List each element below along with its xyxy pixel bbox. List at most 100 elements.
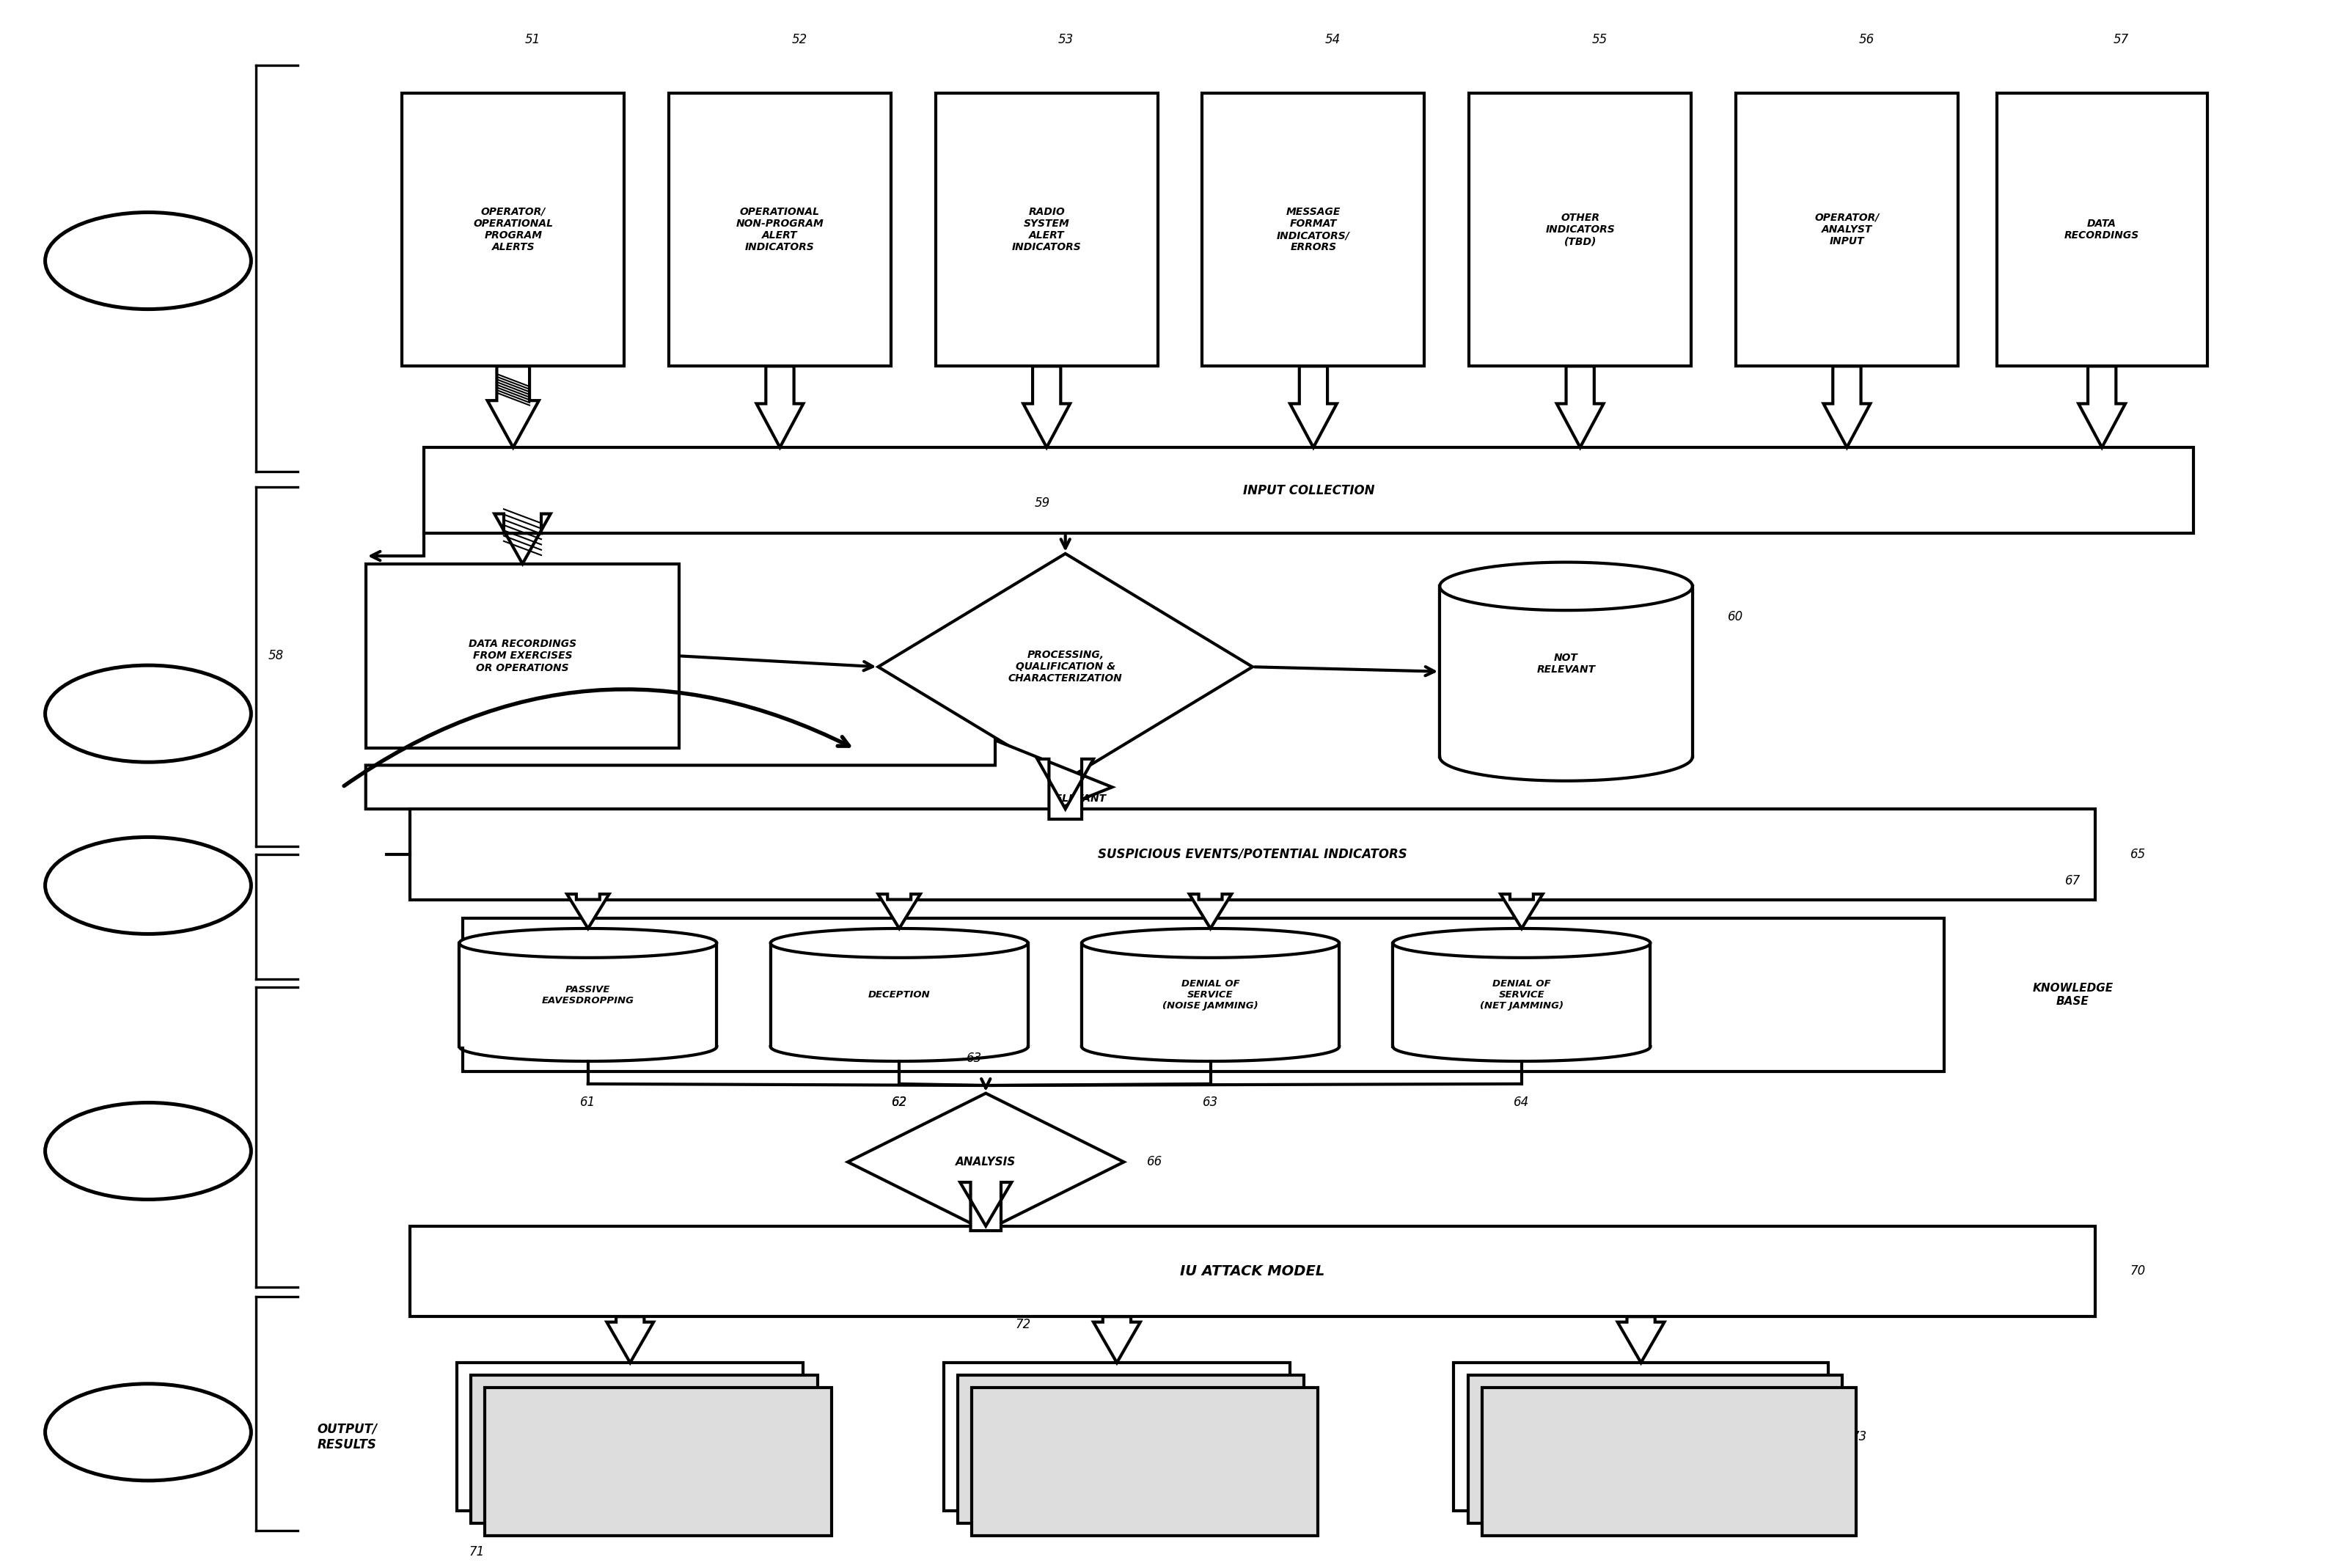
Text: 55: 55: [1593, 33, 1607, 45]
Polygon shape: [495, 514, 551, 564]
Bar: [943, 1363, 1290, 1512]
Polygon shape: [1501, 894, 1544, 928]
Ellipse shape: [45, 1102, 251, 1200]
Text: OTHER
INDICATORS
(TBD): OTHER INDICATORS (TBD): [1546, 213, 1614, 246]
Bar: [936, 93, 1159, 367]
Text: 60: 60: [1727, 610, 1743, 624]
Text: 56: 56: [1858, 33, 1874, 45]
Bar: [457, 1363, 802, 1512]
Bar: [1394, 942, 1649, 1046]
Text: DATA RECORDINGS
FROM EXERCISES
OR OPERATIONS: DATA RECORDINGS FROM EXERCISES OR OPERAT…: [469, 638, 577, 673]
Polygon shape: [1093, 1317, 1140, 1363]
Polygon shape: [847, 1093, 1124, 1231]
Polygon shape: [1823, 367, 1870, 447]
Polygon shape: [1023, 367, 1070, 447]
Bar: [1736, 93, 1959, 367]
Bar: [401, 93, 624, 367]
Polygon shape: [1558, 367, 1605, 447]
Bar: [1483, 1388, 1856, 1537]
Polygon shape: [366, 740, 1112, 834]
Bar: [1469, 1375, 1842, 1524]
Bar: [1440, 586, 1691, 757]
Text: SIGNATURES &
ASSOCIATIONS: SIGNATURES & ASSOCIATIONS: [1074, 1425, 1159, 1447]
Text: 64: 64: [1513, 1096, 1530, 1109]
Text: STEP 5: STEP 5: [122, 1425, 174, 1439]
Text: DENIAL OF
SERVICE
(NET JAMMING): DENIAL OF SERVICE (NET JAMMING): [1480, 978, 1562, 1011]
Text: STEP 3: STEP 3: [122, 880, 174, 892]
Bar: [1996, 93, 2208, 367]
Text: 73: 73: [1851, 1430, 1867, 1444]
Ellipse shape: [45, 1385, 251, 1480]
Polygon shape: [568, 894, 610, 928]
Polygon shape: [877, 554, 1253, 781]
Text: 72: 72: [1016, 1319, 1030, 1331]
Text: 67: 67: [2064, 873, 2081, 887]
Ellipse shape: [45, 212, 251, 309]
Bar: [769, 942, 1028, 1046]
Polygon shape: [877, 894, 920, 928]
Text: STEP 4: STEP 4: [122, 1145, 174, 1157]
Polygon shape: [1290, 367, 1337, 447]
Polygon shape: [488, 367, 540, 447]
Text: STEP 1: STEP 1: [122, 254, 174, 268]
Polygon shape: [1394, 928, 1649, 958]
Text: DATA
RECORDINGS: DATA RECORDINGS: [2064, 218, 2140, 240]
Bar: [1082, 942, 1340, 1046]
Text: IU ATTACK MODEL: IU ATTACK MODEL: [1180, 1264, 1325, 1278]
Bar: [1455, 1363, 1828, 1512]
Text: OPERATIONAL
NON-PROGRAM
ALERT
INDICATORS: OPERATIONAL NON-PROGRAM ALERT INDICATORS: [737, 207, 823, 252]
Text: PROCESSING,
QUALIFICATION &
CHARACTERIZATION: PROCESSING, QUALIFICATION & CHARACTERIZA…: [1009, 649, 1121, 684]
Text: OPERATOR/
ANALYST
INPUT: OPERATOR/ ANALYST INPUT: [1813, 213, 1879, 246]
Ellipse shape: [45, 837, 251, 935]
Polygon shape: [960, 1182, 1011, 1231]
Polygon shape: [1082, 928, 1340, 958]
Polygon shape: [1189, 894, 1232, 928]
Text: DECEPTION: DECEPTION: [868, 989, 931, 1000]
Polygon shape: [2079, 367, 2125, 447]
Polygon shape: [460, 928, 718, 958]
Text: 61: 61: [579, 1096, 596, 1109]
Text: 51: 51: [526, 33, 540, 45]
Text: 62: 62: [891, 1096, 908, 1109]
Text: 57: 57: [2114, 33, 2130, 45]
Text: MESSAGE
FORMAT
INDICATORS/
ERRORS: MESSAGE FORMAT INDICATORS/ ERRORS: [1276, 207, 1349, 252]
Bar: [462, 919, 1945, 1071]
Text: RADIO
SYSTEM
ALERT
INDICATORS: RADIO SYSTEM ALERT INDICATORS: [1011, 207, 1082, 252]
Text: 65: 65: [2130, 848, 2147, 861]
Text: 71: 71: [469, 1546, 483, 1559]
Text: NOT
RELEVANT: NOT RELEVANT: [1537, 652, 1595, 674]
Bar: [486, 1388, 830, 1537]
Bar: [971, 1388, 1318, 1537]
Text: DENIAL OF
SERVICE
(NOISE JAMMING): DENIAL OF SERVICE (NOISE JAMMING): [1164, 978, 1257, 1011]
Text: OPERATOR/
OPERATIONAL
PROGRAM
ALERTS: OPERATOR/ OPERATIONAL PROGRAM ALERTS: [474, 207, 554, 252]
Polygon shape: [1440, 563, 1691, 610]
Polygon shape: [1619, 1317, 1663, 1363]
Text: 63: 63: [967, 1052, 983, 1065]
Ellipse shape: [45, 665, 251, 762]
Text: 54: 54: [1325, 33, 1340, 45]
Bar: [366, 564, 680, 748]
Text: 63: 63: [1203, 1096, 1218, 1109]
Text: INPUT COLLECTION: INPUT COLLECTION: [1243, 485, 1375, 497]
Bar: [425, 447, 2194, 533]
Bar: [411, 809, 2095, 900]
Text: ARCHITECTURE
RECOMMENDATIONS: ARCHITECTURE RECOMMENDATIONS: [1584, 1425, 1699, 1447]
Bar: [472, 1375, 816, 1524]
Bar: [411, 1226, 2095, 1317]
Bar: [1469, 93, 1691, 367]
Text: 52: 52: [791, 33, 807, 45]
Text: PASSIVE
EAVESDROPPING: PASSIVE EAVESDROPPING: [542, 985, 633, 1005]
Text: ANALYSIS: ANALYSIS: [955, 1157, 1016, 1168]
Bar: [669, 93, 891, 367]
Text: 66: 66: [1147, 1156, 1164, 1168]
Text: 53: 53: [1058, 33, 1074, 45]
Bar: [957, 1375, 1304, 1524]
Text: 62: 62: [891, 1096, 908, 1109]
Text: STEP 2: STEP 2: [122, 707, 174, 720]
Polygon shape: [1037, 759, 1093, 818]
Polygon shape: [608, 1317, 655, 1363]
Text: SUSPICIOUS EVENTS/POTENTIAL INDICATORS: SUSPICIOUS EVENTS/POTENTIAL INDICATORS: [1098, 848, 1408, 861]
Bar: [460, 942, 718, 1046]
Text: OUTPUT/
RESULTS: OUTPUT/ RESULTS: [317, 1422, 378, 1450]
Text: DOCUMENTED
RESULTS/FINDINGS: DOCUMENTED RESULTS/FINDINGS: [575, 1425, 685, 1447]
